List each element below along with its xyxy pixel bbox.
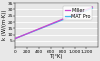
Miller (15, 38, 16, 39)
Line: MAT Pro: MAT Pro (15, 8, 92, 38)
Y-axis label: k (W/(m·K)): k (W/(m·K)) (2, 10, 7, 40)
Line: Miller: Miller (15, 7, 92, 38)
Legend: Miller, MAT Pro: Miller, MAT Pro (63, 6, 92, 20)
Miller (15, 38, 16, 39)
Miller (60, 19, 62, 20)
MAT Pro (60, 20, 62, 21)
Miller (62, 19, 63, 20)
MAT Pro (15, 38, 16, 39)
MAT Pro (15, 38, 16, 39)
Miller (61, 19, 62, 20)
X-axis label: T(°K): T(°K) (50, 54, 64, 59)
MAT Pro (92, 8, 93, 9)
MAT Pro (61, 20, 62, 21)
